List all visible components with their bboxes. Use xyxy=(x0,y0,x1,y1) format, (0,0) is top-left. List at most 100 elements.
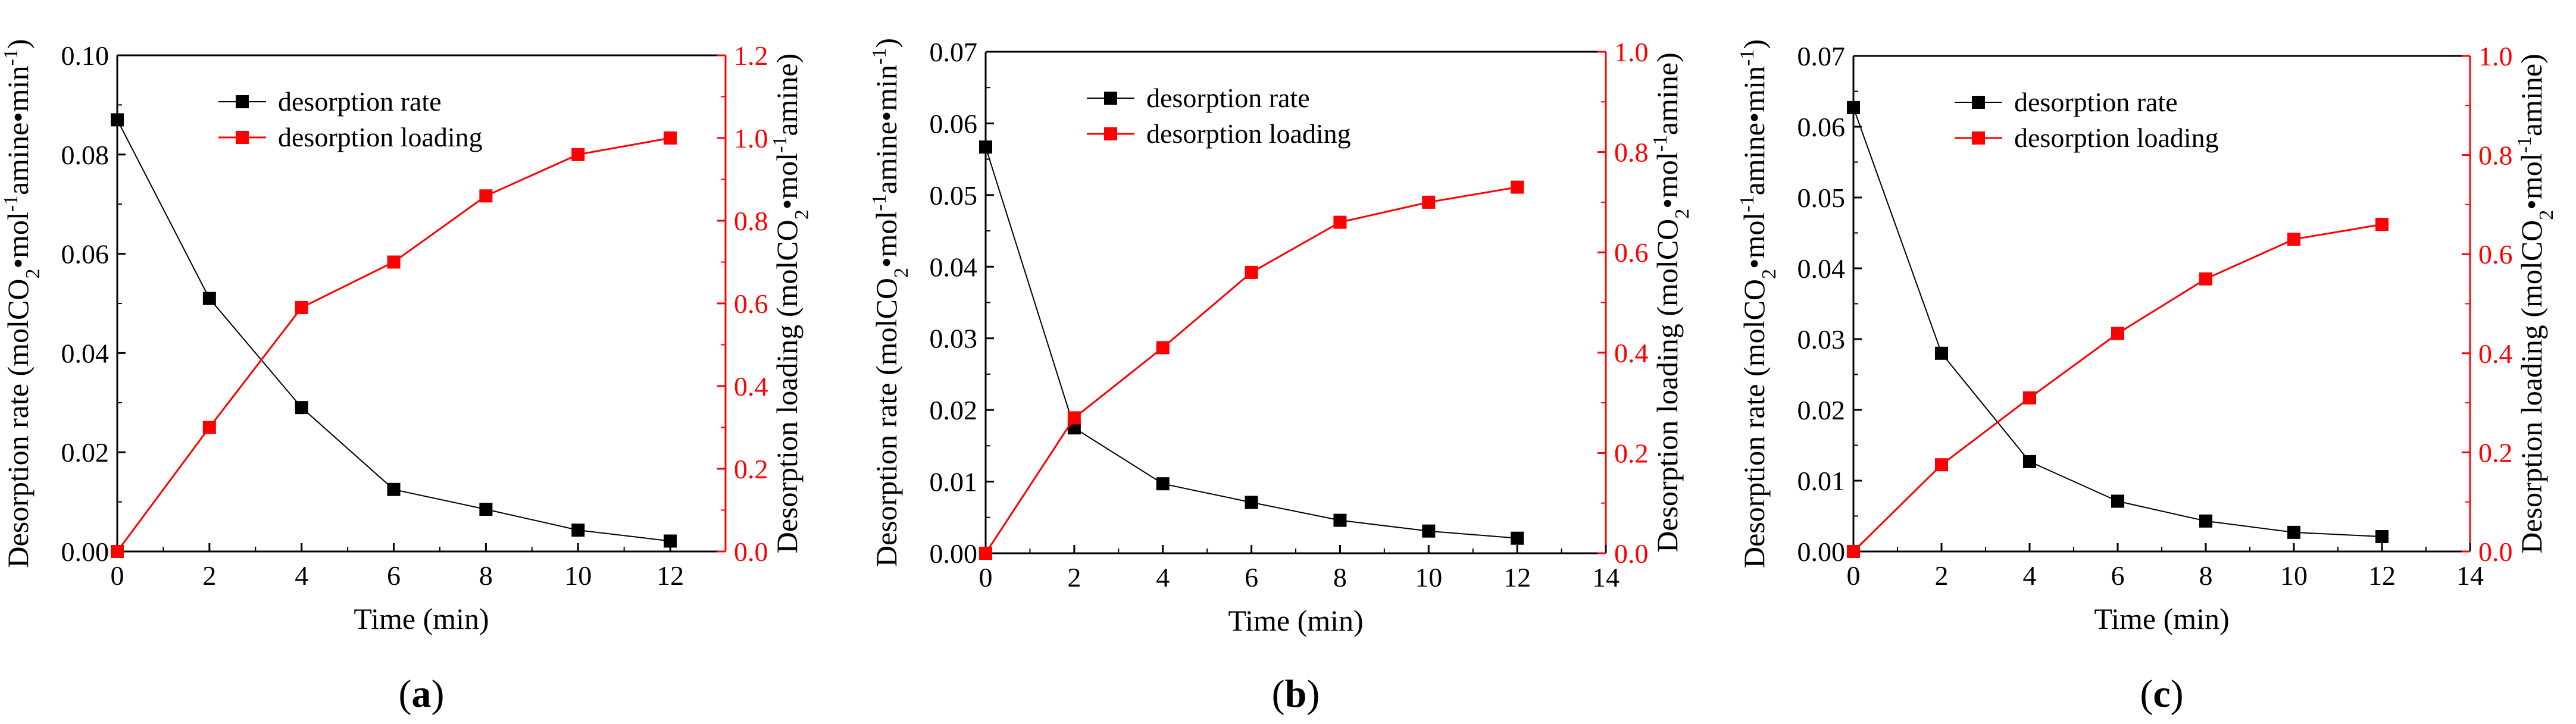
x-tick-label: 2 xyxy=(1067,562,1081,593)
legend-loading-marker xyxy=(236,131,249,144)
rate-point xyxy=(2287,525,2300,539)
legend-rate-label: desorption rate xyxy=(278,86,442,117)
rate-point xyxy=(1847,101,1860,114)
x-tick-label: 4 xyxy=(2023,560,2037,591)
rate-point xyxy=(111,113,124,127)
x-tick-label: 14 xyxy=(2456,560,2484,591)
legend-loading-marker xyxy=(1972,131,1985,145)
y-right-axis-title: Desorption loading (molCO2•mol-1amine) xyxy=(769,54,813,554)
y-left-tick-label: 0.02 xyxy=(1797,395,1846,425)
x-tick-label: 10 xyxy=(2280,560,2308,591)
x-tick-label: 6 xyxy=(2111,560,2125,591)
x-tick-label: 2 xyxy=(1935,560,1949,591)
x-tick-label: 0 xyxy=(111,560,124,591)
y-right-tick-label: 0.8 xyxy=(1614,137,1649,168)
y-left-tick-label: 0.02 xyxy=(930,395,978,425)
y-left-tick-label: 0.10 xyxy=(61,40,110,71)
y-right-tick-label: 0.2 xyxy=(1614,438,1649,468)
legend-loading-label: desorption loading xyxy=(1146,118,1351,149)
x-tick-label: 12 xyxy=(656,560,684,591)
loading-point xyxy=(1847,545,1860,558)
rate-point xyxy=(202,292,216,305)
x-tick-label: 6 xyxy=(1245,562,1258,593)
y-right-axis-title: Desorption loading (molCO2•mol-1amine) xyxy=(1649,52,1693,553)
rate-point xyxy=(664,534,677,548)
legend: desorption rate desorption loading xyxy=(218,86,483,152)
loading-point xyxy=(479,189,493,203)
rate-series-line xyxy=(985,146,1518,539)
panel-a: 0 2 4 6 8 10 12 0.00 0.02 0.04 0.06 0.08 0.10 0.0 0.2 0… xyxy=(0,39,813,716)
y-left-tick-label: 0.06 xyxy=(1797,112,1846,142)
legend-rate-marker xyxy=(236,95,249,108)
panel-c: 0 2 4 6 8 10 12 14 0.00 0.01 0.02 0.03 0.04 0.05 0.06 0… xyxy=(1736,39,2558,716)
panel-label: (b) xyxy=(1272,672,1320,716)
y-left-tick-label: 0.06 xyxy=(930,108,978,139)
x-tick-label: 2 xyxy=(202,560,216,591)
rate-point xyxy=(295,401,308,415)
loading-point xyxy=(1245,265,1258,279)
y-left-tick-label: 0.00 xyxy=(1797,537,1846,567)
rate-point xyxy=(2199,514,2212,528)
y-left-tick-label: 0.06 xyxy=(61,239,110,269)
rate-point xyxy=(1333,513,1347,527)
panel-b: 0 2 4 6 8 10 12 14 0.00 0.01 0.02 0.03 0.04 0.05 0.06 0… xyxy=(868,37,1693,716)
loading-point xyxy=(295,300,308,314)
loading-point xyxy=(2287,233,2300,246)
y-right-tick-label: 1.2 xyxy=(734,40,768,71)
rate-point xyxy=(1067,421,1081,435)
legend-rate-marker xyxy=(1104,92,1117,105)
y-right-tick-label: 0.2 xyxy=(2478,437,2513,468)
y-right-tick-label: 0.6 xyxy=(2478,239,2513,269)
legend-loading-label: desorption loading xyxy=(278,122,483,152)
rate-point xyxy=(479,503,493,516)
rate-point xyxy=(1245,496,1258,509)
rate-series-line xyxy=(117,119,671,542)
loading-point xyxy=(1156,341,1170,355)
y-left-tick-label: 0.07 xyxy=(1797,41,1846,71)
x-tick-label: 0 xyxy=(1847,560,1861,591)
y-left-tick-label: 0.01 xyxy=(930,467,978,497)
y-left-tick-label: 0.04 xyxy=(930,252,978,282)
y-left-tick-label: 0.04 xyxy=(61,338,110,368)
loading-point xyxy=(387,255,401,269)
rate-point xyxy=(1422,524,1436,538)
y-left-tick-label: 0.00 xyxy=(930,538,978,569)
rate-point xyxy=(979,140,992,154)
loading-point xyxy=(202,421,216,434)
loading-point xyxy=(979,547,992,560)
y-right-tick-label: 1.0 xyxy=(734,123,768,153)
y-right-tick-label: 0.4 xyxy=(1614,338,1649,368)
loading-point xyxy=(1511,180,1524,194)
y-left-tick-label: 0.03 xyxy=(1797,324,1846,355)
x-tick-label: 0 xyxy=(979,562,993,593)
y-right-tick-label: 1.0 xyxy=(1614,37,1649,67)
y-left-tick-label: 0.07 xyxy=(930,37,978,67)
x-tick-label: 12 xyxy=(2368,560,2396,591)
y-right-axis-title: Desorption loading (molCO2•mol-1amine) xyxy=(2514,54,2558,554)
y-right-tick-label: 0.4 xyxy=(734,371,768,402)
y-left-tick-label: 0.03 xyxy=(930,324,978,354)
y-right-tick-label: 0.8 xyxy=(2478,140,2513,171)
y-left-axis-title: Desorption rate (molCO2•mol-1amine•min-1… xyxy=(868,38,912,567)
legend-loading-label: desorption loading xyxy=(2014,123,2219,153)
rate-point xyxy=(2375,530,2389,544)
legend-rate-marker xyxy=(1972,96,1985,109)
x-tick-label: 12 xyxy=(1503,562,1531,593)
y-left-axis-title: Desorption rate (molCO2•mol-1amine•min-1… xyxy=(0,39,44,568)
rate-point xyxy=(2023,455,2036,468)
loading-point xyxy=(1333,215,1347,229)
loading-point xyxy=(111,545,124,558)
legend-loading-marker xyxy=(1104,127,1117,140)
loading-point xyxy=(664,131,677,145)
y-right-tick-label: 0.0 xyxy=(2478,537,2513,567)
y-left-tick-label: 0.01 xyxy=(1797,466,1846,496)
x-tick-label: 14 xyxy=(1592,562,1620,593)
loading-point xyxy=(2375,218,2389,231)
loading-point xyxy=(571,148,585,161)
y-left-tick-label: 0.05 xyxy=(930,180,978,211)
y-right-tick-label: 0.0 xyxy=(1614,538,1649,569)
legend: desorption rate desorption loading xyxy=(1087,83,1351,149)
y-right-tick-label: 0.4 xyxy=(2478,339,2513,369)
y-left-tick-label: 0.02 xyxy=(61,437,110,468)
